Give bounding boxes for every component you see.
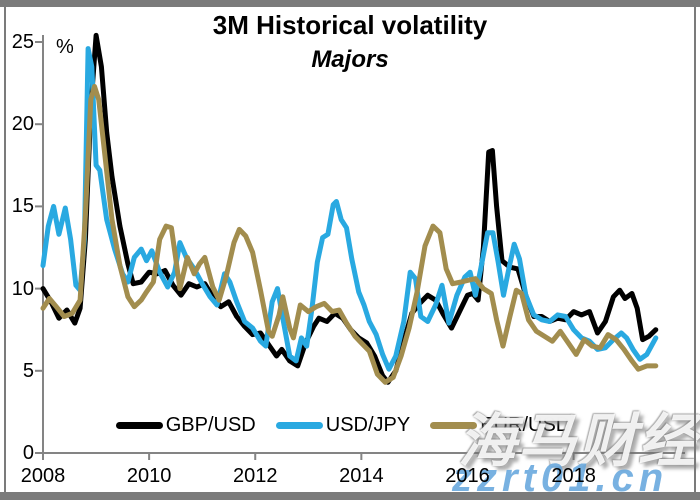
y-tick-label: 10	[11, 277, 34, 300]
eurusd-line-swatch	[430, 421, 478, 429]
frame-top-bar	[0, 0, 700, 7]
legend-label: USD/JPY	[325, 413, 411, 436]
legend-label: EUR/USD	[480, 413, 571, 436]
legend-label: GBP/USD	[165, 413, 256, 436]
legend-item-usdjpy: USD/JPY	[275, 413, 411, 437]
frame-right-border	[694, 0, 696, 500]
y-axis-unit-label: %	[56, 36, 74, 58]
chart-legend: GBP/USD USD/JPY EUR/USD	[43, 410, 643, 440]
y-tick-label: 20	[11, 113, 34, 136]
gbpusd-line-swatch	[115, 421, 163, 429]
y-tick-label: 5	[22, 359, 34, 382]
x-tick-label: 2016	[445, 465, 490, 487]
frame-bottom-bar	[0, 492, 700, 500]
usdjpy-line-swatch	[275, 421, 323, 429]
watermark-chinese-text: 海马财经	[457, 409, 698, 474]
legend-item-gbpusd: GBP/USD	[115, 413, 256, 437]
frame-left-border	[4, 0, 6, 500]
y-tick-label: 25	[11, 31, 34, 53]
series-line-usd-jpy	[40, 46, 659, 372]
chart-subtitle: Majors	[311, 46, 389, 73]
x-tick-label: 2010	[126, 465, 172, 487]
y-tick-label: 0	[22, 442, 34, 464]
x-tick-label: 2012	[232, 465, 278, 487]
x-tick-label: 2008	[20, 465, 66, 487]
legend-item-eurusd: EUR/USD	[430, 414, 570, 437]
x-tick-label: 2014	[339, 465, 384, 487]
chart-title: 3M Historical volatility	[212, 10, 488, 40]
series-line-eur-usd	[40, 83, 659, 385]
y-tick-label: 15	[11, 195, 34, 218]
x-tick-label: 2018	[551, 465, 596, 487]
